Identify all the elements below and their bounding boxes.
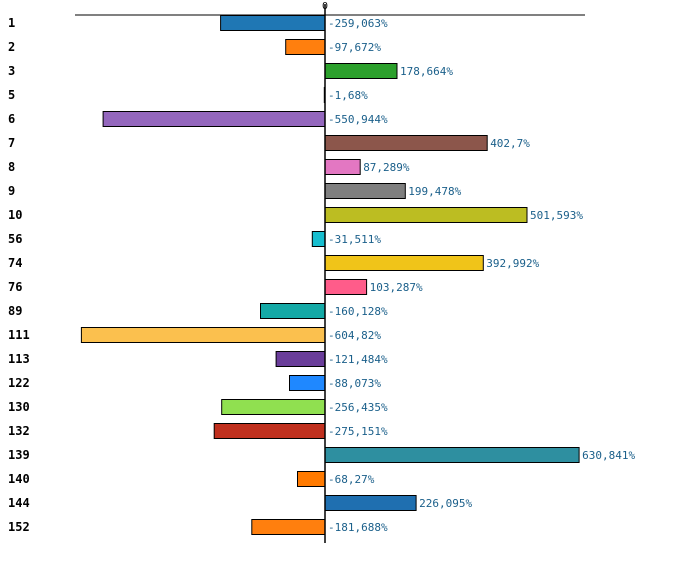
bar-76 — [324, 279, 368, 295]
category-label-9: 9 — [8, 184, 15, 198]
bar-10 — [324, 207, 528, 223]
category-label-3: 3 — [8, 64, 15, 78]
value-label-140: -68,27% — [328, 473, 375, 486]
value-label-10: 501,593% — [530, 209, 583, 222]
category-label-140: 140 — [8, 472, 30, 486]
value-label-144: 226,095% — [419, 497, 472, 510]
category-label-8: 8 — [8, 160, 15, 174]
category-label-144: 144 — [8, 496, 30, 510]
bar-1 — [220, 15, 326, 31]
value-label-2: -97,672% — [328, 41, 381, 54]
value-label-152: -181,688% — [328, 521, 388, 534]
bar-139 — [324, 447, 580, 463]
bar-111 — [80, 327, 326, 343]
value-label-113: -121,484% — [328, 353, 388, 366]
category-label-7: 7 — [8, 136, 15, 150]
bar-130 — [221, 399, 326, 415]
value-label-5: -1,68% — [328, 89, 368, 102]
category-label-6: 6 — [8, 112, 15, 126]
bar-3 — [324, 63, 398, 79]
value-label-8: 87,289% — [363, 161, 410, 174]
bar-9 — [324, 183, 406, 199]
value-label-139: 630,841% — [582, 449, 635, 462]
category-label-5: 5 — [8, 88, 15, 102]
bar-152 — [251, 519, 326, 535]
category-label-76: 76 — [8, 280, 22, 294]
category-label-130: 130 — [8, 400, 30, 414]
bar-144 — [324, 495, 417, 511]
value-label-111: -604,82% — [328, 329, 381, 342]
bar-7 — [324, 135, 488, 151]
value-label-1: -259,063% — [328, 17, 388, 30]
category-label-89: 89 — [8, 304, 22, 318]
category-label-139: 139 — [8, 448, 30, 462]
value-label-56: -31,511% — [328, 233, 381, 246]
category-label-1: 1 — [8, 16, 15, 30]
value-label-130: -256,435% — [328, 401, 388, 414]
bar-56 — [311, 231, 326, 247]
value-label-76: 103,287% — [370, 281, 423, 294]
category-label-111: 111 — [8, 328, 30, 342]
category-label-10: 10 — [8, 208, 22, 222]
value-label-74: 392,992% — [486, 257, 539, 270]
bar-132 — [213, 423, 326, 439]
value-label-89: -160,128% — [328, 305, 388, 318]
category-label-152: 152 — [8, 520, 30, 534]
bar-113 — [275, 351, 326, 367]
bar-6 — [102, 111, 326, 127]
category-label-113: 113 — [8, 352, 30, 366]
bar-74 — [324, 255, 484, 271]
category-label-2: 2 — [8, 40, 15, 54]
value-label-132: -275,151% — [328, 425, 388, 438]
category-label-132: 132 — [8, 424, 30, 438]
category-label-74: 74 — [8, 256, 22, 270]
value-label-122: -88,073% — [328, 377, 381, 390]
bar-2 — [285, 39, 326, 55]
value-label-9: 199,478% — [408, 185, 461, 198]
value-label-6: -550,944% — [328, 113, 388, 126]
bar-8 — [324, 159, 361, 175]
category-label-56: 56 — [8, 232, 22, 246]
bar-89 — [260, 303, 326, 319]
bar-122 — [289, 375, 326, 391]
bar-140 — [297, 471, 326, 487]
value-label-7: 402,7% — [490, 137, 530, 150]
value-label-3: 178,664% — [400, 65, 453, 78]
category-label-122: 122 — [8, 376, 30, 390]
